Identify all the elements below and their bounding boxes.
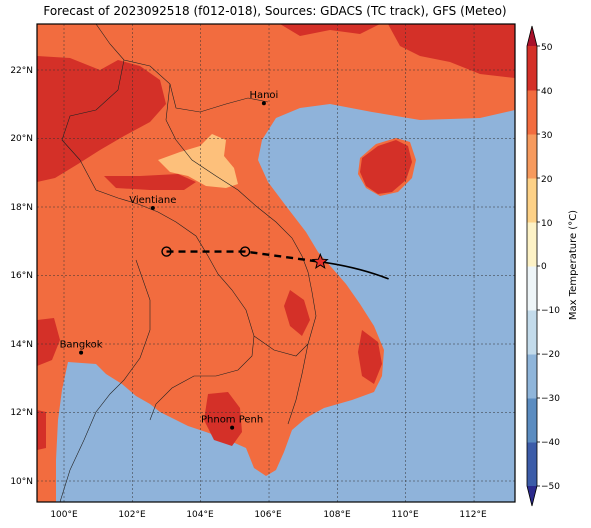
colorbar xyxy=(526,25,540,507)
colorbar-band xyxy=(527,354,537,399)
colorbar-tick: 10 xyxy=(541,219,553,229)
cool-temperature-region xyxy=(158,134,238,188)
latitude-labels: 22°N 20°N 18°N 16°N 14°N 12°N 10°N xyxy=(10,66,33,487)
past-track-line xyxy=(320,261,389,280)
colorbar-tick: −50 xyxy=(541,482,560,492)
city-label-phnom-penh: Phnom Penh xyxy=(201,415,263,426)
colorbar-band xyxy=(527,222,537,267)
colorbar-band xyxy=(527,90,537,135)
lat-label: 10°N xyxy=(10,477,33,487)
city-dot-hanoi xyxy=(261,101,266,106)
lon-label: 106°E xyxy=(254,510,282,520)
city-dot-vientiane xyxy=(150,206,155,211)
city-dot-phnom-penh xyxy=(230,425,235,430)
colorbar-band xyxy=(527,442,537,487)
lon-label: 104°E xyxy=(186,510,214,520)
colorbar-label: Max Temperature (°C) xyxy=(568,210,579,320)
colorbar-tick: 0 xyxy=(541,262,547,272)
colorbar-extend-max xyxy=(527,26,537,46)
colorbar-tick: −20 xyxy=(541,350,560,360)
colorbar-band xyxy=(527,46,537,91)
colorbar-band xyxy=(527,134,537,179)
lon-label: 102°E xyxy=(118,510,146,520)
colorbar-tick: 40 xyxy=(541,87,553,97)
colorbar-tick: 20 xyxy=(541,175,553,185)
colorbar-tick: 50 xyxy=(541,43,553,53)
lat-label: 16°N xyxy=(10,271,33,281)
lon-label: 112°E xyxy=(459,510,487,520)
cyclone-track xyxy=(161,246,389,280)
forecast-track-line xyxy=(166,250,321,263)
colorbar-extend-min xyxy=(527,486,537,506)
colorbar-tick: −10 xyxy=(541,306,560,316)
lat-label: 14°N xyxy=(10,340,33,350)
current-storm-position-star xyxy=(311,252,329,270)
colorbar-tick: −40 xyxy=(541,438,560,448)
longitude-labels: 100°E 102°E 104°E 106°E 108°E 110°E 112°… xyxy=(50,510,487,520)
mainland-landmass xyxy=(37,24,515,502)
colorbar-tick: 30 xyxy=(541,131,553,141)
lat-label: 20°N xyxy=(10,134,33,144)
lat-label: 18°N xyxy=(10,203,33,213)
forecast-position-marker xyxy=(161,246,172,257)
lat-label: 12°N xyxy=(10,408,33,418)
lon-label: 100°E xyxy=(50,510,78,520)
colorbar-ticks: 50 40 30 20 10 0 −10 −20 −30 −40 −50 xyxy=(541,43,560,492)
colorbar-band xyxy=(527,178,537,223)
forecast-position-marker xyxy=(239,246,251,257)
lat-label: 22°N xyxy=(10,66,33,76)
colorbar-band xyxy=(527,266,537,311)
map-frame xyxy=(36,23,516,503)
city-markers: Hanoi Vientiane Bangkok Phnom Penh xyxy=(60,90,278,430)
city-label-bangkok: Bangkok xyxy=(60,340,103,351)
hot-temperature-regions xyxy=(37,24,515,450)
map-plot-area: Hanoi Vientiane Bangkok Phnom Penh xyxy=(37,24,515,502)
map-title: Forecast of 2023092518 (f012-018), Sourc… xyxy=(43,4,507,18)
country-borders xyxy=(59,24,317,502)
city-label-vientiane: Vientiane xyxy=(129,195,176,206)
colorbar-band xyxy=(527,398,537,443)
colorbar-tick: −30 xyxy=(541,394,560,404)
lon-label: 108°E xyxy=(323,510,351,520)
city-dot-bangkok xyxy=(79,350,84,355)
lon-label: 110°E xyxy=(391,510,419,520)
colorbar-band xyxy=(527,310,537,355)
city-label-hanoi: Hanoi xyxy=(249,90,278,101)
